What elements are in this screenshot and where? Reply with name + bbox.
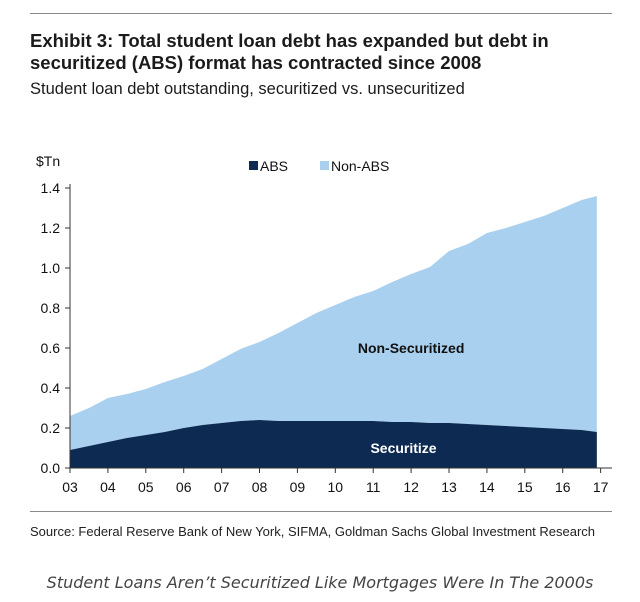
x-tick-label: 15 xyxy=(517,479,533,495)
x-tick-label: 05 xyxy=(138,479,154,495)
x-tick-label: 08 xyxy=(252,479,268,495)
bottom-rule xyxy=(30,511,612,512)
x-tick-label: 11 xyxy=(366,479,381,495)
legend-swatch-non-abs xyxy=(320,161,329,170)
image-caption: Student Loans Aren’t Securitized Like Mo… xyxy=(46,573,594,592)
annotation-non-securitized: Non-Securitized xyxy=(358,340,465,356)
y-tick-label: 0.2 xyxy=(41,420,61,436)
x-tick-label: 07 xyxy=(214,479,230,495)
x-tick-label: 06 xyxy=(176,479,192,495)
x-tick-label: 16 xyxy=(555,479,571,495)
x-tick-label: 17 xyxy=(593,479,609,495)
legend-label-non-abs: Non-ABS xyxy=(331,158,389,174)
y-tick-label: 1.2 xyxy=(41,220,61,236)
x-tick-label: 10 xyxy=(328,479,344,495)
x-tick-label: 13 xyxy=(441,479,457,495)
y-axis-label: $Tn xyxy=(36,153,60,169)
chart-subtitle: Student loan debt outstanding, securitiz… xyxy=(30,80,465,98)
y-tick-label: 1.4 xyxy=(41,180,61,196)
chart-title: Exhibit 3: Total student loan debt has e… xyxy=(30,30,549,73)
x-tick-label: 04 xyxy=(100,479,116,495)
x-tick-label: 09 xyxy=(290,479,306,495)
legend-label-abs: ABS xyxy=(260,158,288,174)
annotation-securitized: Securitize xyxy=(370,440,436,456)
y-tick-label: 1.0 xyxy=(41,260,61,276)
legend-swatch-abs xyxy=(249,161,258,170)
x-tick-label: 03 xyxy=(62,479,78,495)
source-note: Source: Federal Reserve Bank of New York… xyxy=(30,524,596,539)
x-tick-label: 14 xyxy=(479,479,495,495)
x-tick-label: 12 xyxy=(403,479,419,495)
series-area-abs xyxy=(70,420,597,468)
top-rule xyxy=(30,13,612,14)
y-tick-label: 0.8 xyxy=(41,300,61,316)
y-tick-label: 0.4 xyxy=(41,380,61,396)
y-tick-label: 0.0 xyxy=(41,460,61,476)
student-loan-chart: 0.0 0.2 0.4 0.6 0.8 1.0 1.2 1.4 $Tn 03 04 05 06 07 08 0… xyxy=(36,153,612,495)
series-area-non-abs xyxy=(70,196,597,450)
y-tick-label: 0.6 xyxy=(41,340,61,356)
